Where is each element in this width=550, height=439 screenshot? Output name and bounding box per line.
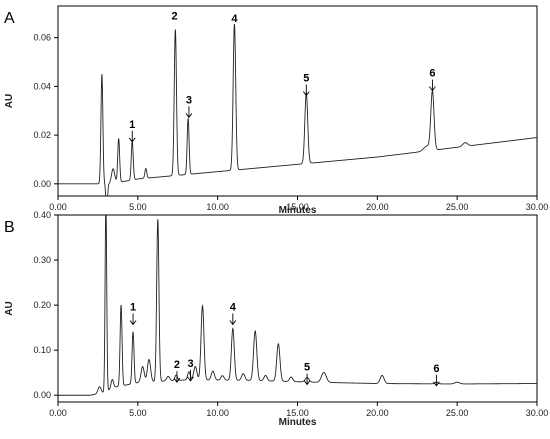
panel-a-x-tick-label: 25.00 [446,202,469,212]
panel-a-x-tick-label: 20.00 [366,202,389,212]
panel-b-peak-arrow [173,371,181,383]
panel-b-peak-label: 3 [187,358,193,370]
panel-b-letter: B [4,219,15,236]
panel-b: 0.00 5.00 10.00 15.00 20.00 25.00 30.00 0.00 0.1… [4,210,549,428]
panel-b-trace-line [58,215,537,396]
panel-a-x-tick-label: 10.00 [206,202,229,212]
panel-a-y-axis-title: AU [4,94,15,108]
panel-b-y-tick-label: 0.20 [33,300,51,310]
panel-a-plot-frame [57,5,538,197]
panel-a-y-tick-label: 0.04 [33,81,51,91]
panel-a-y-tick-label: 0.06 [33,33,51,43]
panel-b-x-tick-label: 20.00 [366,408,389,418]
panel-b-y-axis-title: AU [4,301,15,315]
panel-b-peak-label: 5 [304,361,310,373]
panel-b-x-tick-label: 0.00 [49,408,67,418]
panel-a-x-axis-title: Minutes [279,205,317,216]
panel-a-peak-arrow [185,106,193,119]
panel-b-peak-label: 4 [230,302,237,314]
panel-b-peak-arrow [303,373,311,386]
panel-b-peak-label: 1 [130,302,136,314]
panel-b-peak-arrow [433,374,440,387]
panel-b-y-tick-label: 0.40 [33,210,51,220]
panel-a-x-tick-label: 0.00 [49,202,67,212]
panel-a-peak-arrow [429,79,436,92]
panel-b-y-tick-label: 0.00 [33,390,51,400]
panel-a-peak-label: 4 [231,13,238,25]
panel-b-y-tick-label: 0.10 [33,345,51,355]
panel-b-peak-label: 6 [433,363,439,375]
panel-b-peak-label: 2 [174,359,180,371]
panel-b-x-tick-label: 10.00 [206,408,229,418]
panel-a: 0.00 5.00 10.00 15.00 20.00 25.00 30.00 0.00 0.0… [4,5,549,216]
panel-b-peak-arrow [187,369,194,382]
panel-b-x-tick-label: 5.00 [129,408,147,418]
panel-a-peak-label: 2 [171,10,177,22]
panel-b-peak-arrow [129,313,137,326]
panel-b-x-axis-title: Minutes [279,417,317,428]
panel-a-letter: A [4,10,15,27]
panel-a-y-tick-label: 0.02 [33,130,51,140]
panel-a-x-tick-label: 5.00 [129,202,147,212]
panel-b-y-tick-label: 0.30 [33,255,51,265]
panel-b-x-tick-label: 15.00 [286,408,309,418]
panel-a-x-tick-label: 15.00 [286,202,309,212]
panel-b-x-tick-label: 25.00 [446,408,469,418]
panel-a-y-tick-label: 0.00 [33,179,51,189]
panel-a-peak-arrow [302,84,310,97]
panel-a-trace-line [58,23,537,196]
panel-a-peak-label: 5 [303,73,309,85]
panel-a-peak-arrow [128,130,136,143]
panel-b-peak-arrow [229,313,237,326]
panel-a-peak-label: 1 [129,119,135,131]
panel-a-x-tick-label: 30.00 [526,202,549,212]
panel-b-x-tick-label: 30.00 [526,408,549,418]
panel-a-peak-label: 6 [429,68,435,80]
panel-a-peak-label: 3 [186,94,192,106]
